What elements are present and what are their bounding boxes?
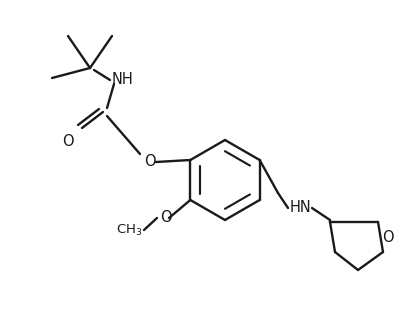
Text: O: O — [62, 133, 74, 149]
Text: O: O — [144, 155, 156, 169]
Text: O: O — [160, 210, 172, 226]
Text: HN: HN — [289, 200, 311, 216]
Text: NH: NH — [111, 72, 133, 88]
Text: CH$_3$: CH$_3$ — [116, 222, 142, 238]
Text: O: O — [382, 230, 394, 246]
